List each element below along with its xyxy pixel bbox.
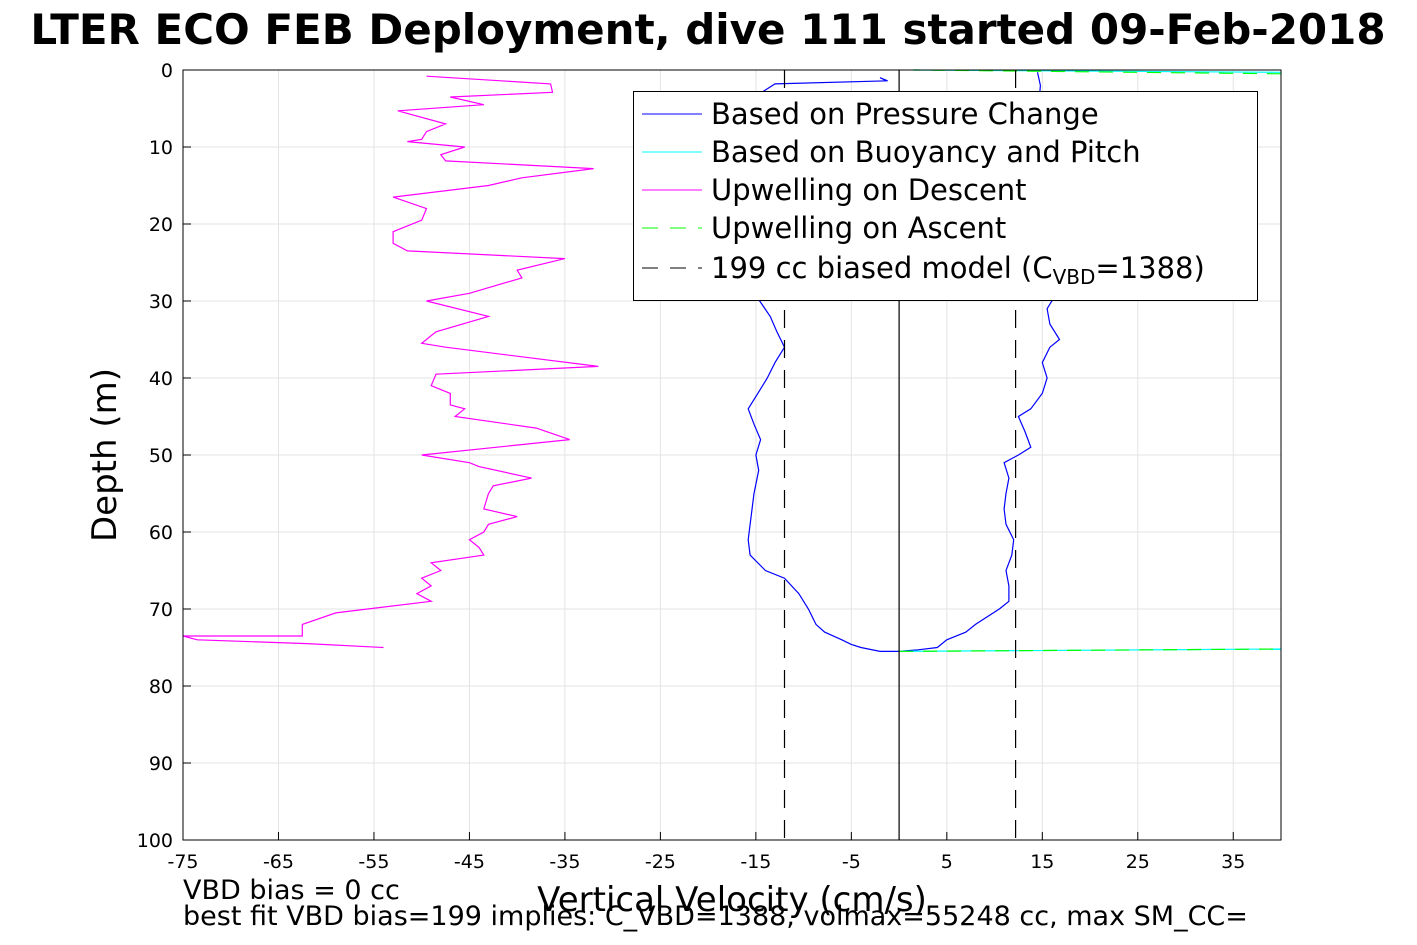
legend-swatch-ascent (642, 227, 702, 229)
legend-label-descent: Upwelling on Descent (711, 173, 1027, 207)
legend-item-pressure: Based on Pressure Change (634, 95, 1257, 133)
y-tick-label: 90 (149, 753, 173, 775)
y-tick-label: 100 (137, 830, 173, 852)
legend-swatch-model (642, 267, 702, 269)
y-axis-label: Depth (m) (85, 367, 125, 543)
footer-best-fit: best fit VBD bias=199 implies: C_VBD=138… (183, 901, 1248, 932)
tick-marks (182, 69, 1234, 841)
y-tick-label: 0 (161, 60, 173, 82)
x-tick-label: 35 (1221, 851, 1245, 873)
chart-title: LTER ECO FEB Deployment, dive 111 starte… (30, 5, 1386, 54)
legend-swatch-descent (642, 189, 702, 191)
x-tick-label: -35 (549, 851, 580, 873)
legend-label-buoyancy: Based on Buoyancy and Pitch (711, 135, 1141, 169)
legend-label-ascent: Upwelling on Ascent (711, 211, 1007, 245)
x-axis-label: Vertical Velocity (cm/s) (537, 880, 927, 920)
y-tick-label: 50 (149, 445, 173, 467)
legend: Based on Pressure Change Based on Buoyan… (633, 91, 1258, 301)
legend-label-model-prefix: 199 cc biased model (C (711, 251, 1053, 285)
x-tick-label: -65 (263, 851, 294, 873)
y-tick-label: 80 (149, 676, 173, 698)
series-line-upwelling-on-descent (182, 75, 599, 649)
y-tick-label: 70 (149, 599, 173, 621)
x-tick-label: -75 (167, 851, 198, 873)
legend-label-model-sub: VBD (1052, 265, 1096, 289)
y-tick-label: 30 (149, 291, 173, 313)
x-tick-label: -45 (454, 851, 485, 873)
legend-label-pressure: Based on Pressure Change (711, 97, 1099, 131)
series-line-upwelling-on-ascent (899, 648, 1282, 653)
x-tick-label: 15 (1030, 851, 1054, 873)
footer-vbd-bias: VBD bias = 0 cc (183, 875, 400, 906)
x-tick-label: -15 (740, 851, 771, 873)
y-tick-label: 60 (149, 522, 173, 544)
legend-label-model-suffix: =1388) (1095, 251, 1205, 285)
y-tick-label: 40 (149, 368, 173, 390)
x-tick-label: -55 (358, 851, 389, 873)
legend-swatch-buoyancy (642, 151, 702, 153)
x-tick-label: -25 (645, 851, 676, 873)
tick-labels: -75 -65 -55 -45 -35 -25 -15 -5 5 15 25 350102030405… (137, 60, 1246, 873)
legend-item-buoyancy: Based on Buoyancy and Pitch (634, 133, 1257, 171)
x-tick-label: 5 (941, 851, 953, 873)
x-tick-label: 25 (1126, 851, 1150, 873)
y-tick-label: 10 (149, 137, 173, 159)
legend-item-model: 199 cc biased model (CVBD=1388) (634, 249, 1257, 287)
series-line-upwelling-on-ascent (913, 69, 1282, 75)
legend-swatch-pressure (642, 113, 702, 115)
x-tick-label: -5 (842, 851, 861, 873)
legend-item-descent: Upwelling on Descent (634, 171, 1257, 209)
legend-label-model: 199 cc biased model (CVBD=1388) (711, 249, 1205, 287)
y-tick-label: 20 (149, 214, 173, 236)
legend-item-ascent: Upwelling on Ascent (634, 209, 1257, 247)
